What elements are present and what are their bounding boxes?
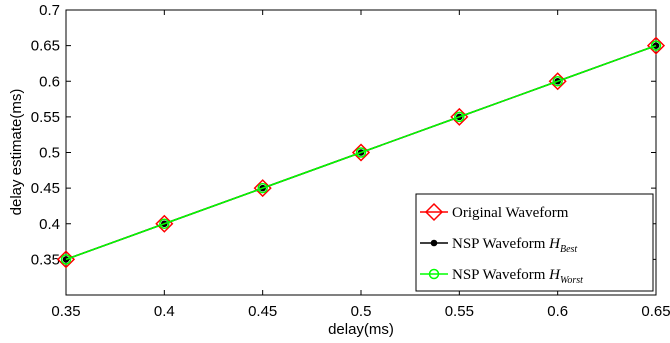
- legend-label: Original Waveform: [452, 205, 569, 221]
- data-point: [355, 147, 367, 158]
- x-tick-label: 0.65: [641, 303, 670, 320]
- legend-label: NSP Waveform HBest: [452, 236, 577, 255]
- legend-label-sub: Worst: [560, 275, 583, 286]
- legend-box: [415, 193, 654, 292]
- legend-label: NSP Waveform HWorst: [452, 267, 583, 286]
- y-tick-label: 0.4: [39, 216, 60, 233]
- legend-entry: Original Waveform: [420, 202, 569, 222]
- legend-marker: [428, 268, 440, 280]
- data-point: [257, 182, 268, 194]
- x-axis: 0.35 0.4 0.45 0.5 0.55 0.6 0.65: [51, 10, 670, 320]
- legend-label-sub: Best: [560, 244, 577, 255]
- x-tick-label: 0.6: [547, 303, 568, 320]
- y-tick-label: 0.6: [39, 73, 60, 90]
- legend-label-math: H: [548, 267, 561, 283]
- data-point: [60, 254, 72, 265]
- x-tick-label: 0.35: [51, 303, 80, 320]
- y-tick-label: 0.55: [31, 109, 60, 126]
- x-tick-label: 0.4: [154, 303, 175, 320]
- series-line: [65, 44, 657, 261]
- y-axis: 0.35 0.4 0.45 0.5 0.55 0.6 0.65 0.7: [31, 2, 656, 268]
- y-axis-title: delay estimate(ms): [8, 89, 25, 216]
- series-layer: [56, 36, 666, 269]
- legend-label-math: H: [548, 236, 561, 252]
- data-point: [650, 40, 662, 51]
- x-tick-label: 0.45: [248, 303, 277, 320]
- y-tick-label: 0.7: [39, 2, 60, 19]
- legend-marker: [424, 202, 444, 222]
- data-point: [646, 36, 666, 55]
- x-axis-title: delay(ms): [328, 321, 394, 338]
- x-tick-label: 0.5: [351, 303, 372, 320]
- data-point: [159, 218, 170, 229]
- legend-entry: NSP Waveform HBest: [420, 236, 577, 255]
- y-tick-label: 0.45: [31, 180, 60, 197]
- y-tick-label: 0.65: [31, 38, 60, 55]
- legend-marker: [430, 239, 438, 247]
- data-point: [552, 76, 563, 87]
- legend-entry: NSP Waveform HWorst: [420, 267, 583, 286]
- legend-label-main: NSP Waveform: [452, 236, 549, 252]
- data-point: [454, 111, 465, 123]
- y-tick-label: 0.5: [39, 145, 60, 162]
- y-tick-label: 0.35: [31, 251, 60, 268]
- legend-label-main: NSP Waveform: [452, 267, 549, 283]
- series-2: [60, 40, 662, 265]
- x-tick-label: 0.55: [445, 303, 474, 320]
